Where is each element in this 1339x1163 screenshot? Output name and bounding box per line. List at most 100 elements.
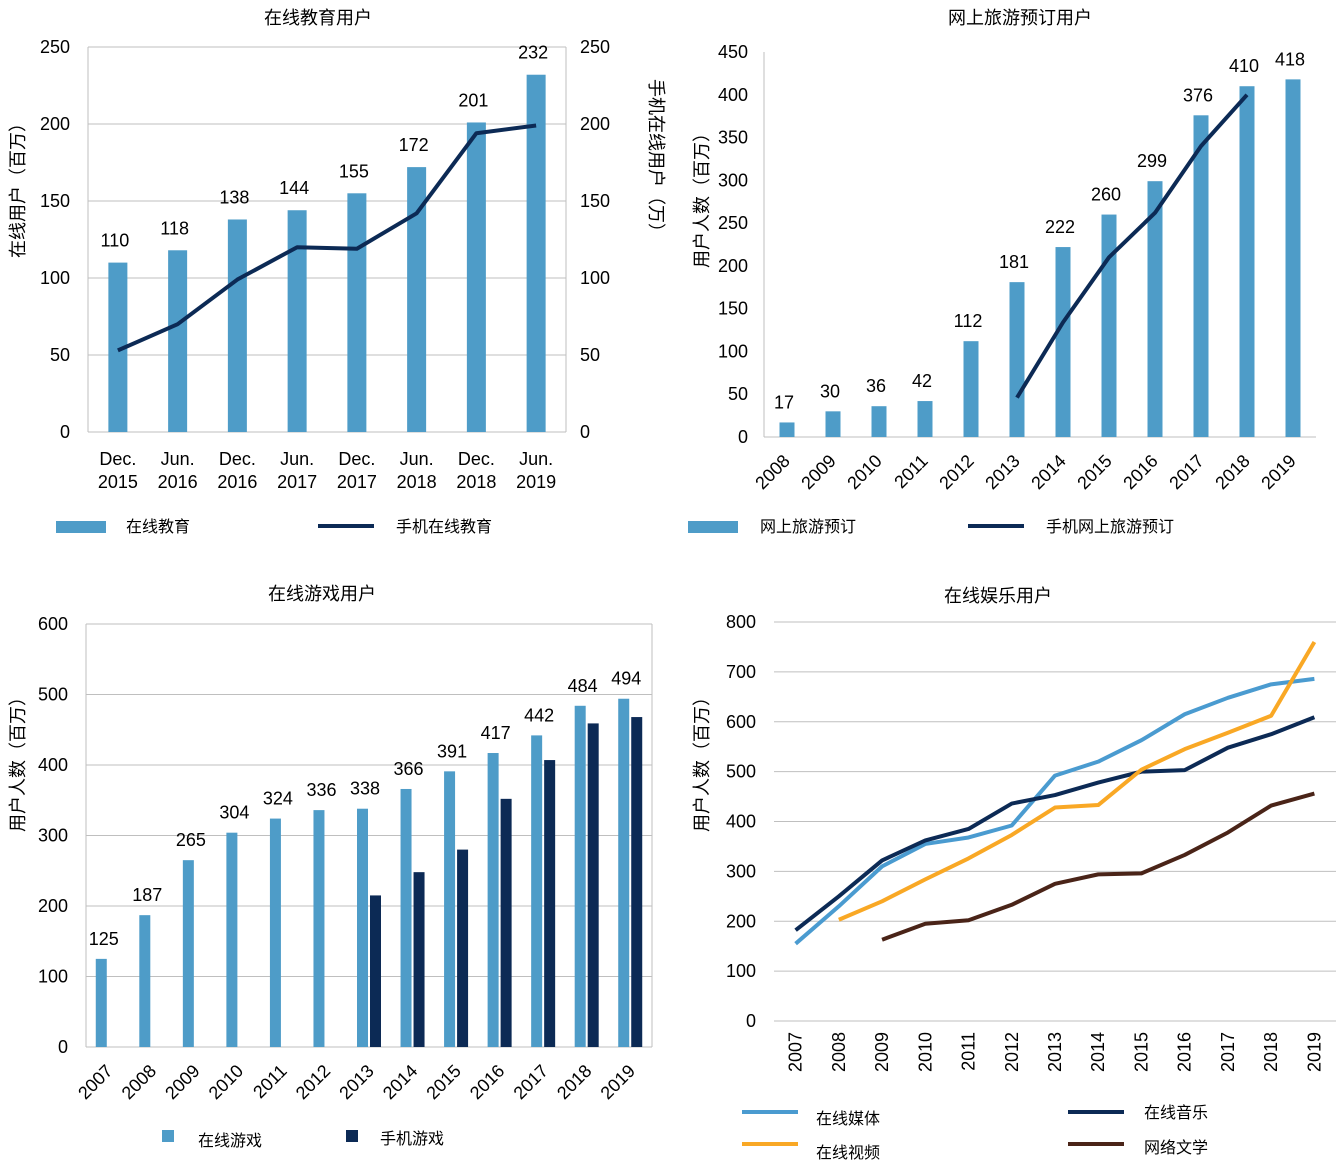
chart-education-plot: 0 50 100 150 200 250 0 50 100 150 200 250 110 118 138 1… xyxy=(40,37,610,492)
y-tick-label: 100 xyxy=(726,961,756,981)
y-tick-label: 200 xyxy=(38,896,68,916)
data-label: 418 xyxy=(1275,49,1305,69)
x-tick-label: 2015 xyxy=(1073,451,1115,493)
y-tick-label: 450 xyxy=(718,42,748,62)
x-tick-label: 2012 xyxy=(935,451,977,493)
data-label: 118 xyxy=(160,218,189,238)
y2-tick-label: 0 xyxy=(580,422,590,442)
y-tick-label: 300 xyxy=(726,861,756,881)
data-label: 138 xyxy=(219,187,249,207)
bar-travel xyxy=(1239,86,1255,437)
legend-label-mobile-travel: 手机网上旅游预订 xyxy=(1046,518,1174,536)
y-tick-label: 400 xyxy=(38,755,68,775)
x-tick-label: 2018 xyxy=(456,472,496,492)
bar-travel xyxy=(779,422,795,437)
line-mobile-travel xyxy=(1015,93,1249,399)
bar-travel xyxy=(825,411,841,437)
x-tick-label: Dec. xyxy=(99,449,136,469)
y-tick-label: 300 xyxy=(38,826,68,846)
legend-label-mobile-gaming: 手机游戏 xyxy=(380,1130,444,1148)
bar-gaming xyxy=(357,808,368,1047)
bar-travel xyxy=(1101,214,1117,437)
y-tick-label: 100 xyxy=(718,341,748,361)
bar-gaming xyxy=(444,771,456,1047)
x-tick-label: 2018 xyxy=(1211,451,1253,493)
bar-travel xyxy=(1009,282,1025,437)
y-tick-label: 250 xyxy=(718,213,748,233)
chart-education-y2label: 手机在线用户（万） xyxy=(646,79,666,241)
y-tick-label: 700 xyxy=(726,662,756,682)
bar-gaming xyxy=(269,818,281,1047)
data-label: 376 xyxy=(1183,85,1213,105)
x-tick-label: 2011 xyxy=(249,1061,291,1103)
y-tick-label: 0 xyxy=(746,1011,756,1031)
data-label: 155 xyxy=(339,161,369,181)
chart-gaming-title: 在线游戏用户 xyxy=(268,584,376,604)
line-series-2 xyxy=(838,640,1317,922)
bar-gaming xyxy=(400,788,412,1047)
chart-education-ylabel: 在线用户（百万） xyxy=(8,114,28,258)
data-label: 442 xyxy=(524,705,554,725)
x-tick-label: 2016 xyxy=(158,472,198,492)
bar-education xyxy=(287,210,307,432)
chart-education-legend: 在线教育 手机在线教育 xyxy=(56,518,492,536)
data-label: 366 xyxy=(394,759,424,779)
chart-education-title: 在线教育用户 xyxy=(264,8,372,28)
y-tick-label: 600 xyxy=(726,712,756,732)
data-label: 484 xyxy=(568,676,598,696)
y-tick-label: 200 xyxy=(718,256,748,276)
x-tick-label: 2019 xyxy=(1304,1032,1324,1072)
bar-mobile-gaming xyxy=(413,872,425,1047)
line-mobile-education xyxy=(117,123,537,353)
x-tick-label: 2015 xyxy=(1131,1032,1151,1072)
bar-gaming xyxy=(313,810,325,1047)
x-tick-label: Jun. xyxy=(400,449,434,469)
data-label: 304 xyxy=(219,803,249,823)
line-series-0 xyxy=(794,676,1315,946)
legend-swatch-mobile-gaming xyxy=(346,1130,358,1142)
x-tick-label: 2017 xyxy=(1218,1032,1238,1072)
y2-tick-label: 250 xyxy=(580,37,610,57)
x-tick-label: 2019 xyxy=(516,472,556,492)
bar-gaming xyxy=(95,958,107,1047)
x-tick-label: 2016 xyxy=(217,472,257,492)
y-tick-label: 150 xyxy=(718,299,748,319)
x-tick-label: 2016 xyxy=(1119,451,1161,493)
x-tick-label: 2014 xyxy=(1027,451,1069,493)
y-tick-label: 0 xyxy=(60,422,70,442)
y-tick-label: 100 xyxy=(40,268,70,288)
y-tick-label: 100 xyxy=(38,967,68,987)
data-label: 172 xyxy=(399,135,429,155)
bar-travel xyxy=(1055,247,1071,437)
bar-gaming xyxy=(531,735,543,1047)
legend-label-music: 在线音乐 xyxy=(1144,1104,1208,1122)
chart-entertainment-legend: 在线媒体 在线音乐 在线视频 网络文学 xyxy=(742,1104,1208,1162)
bar-education xyxy=(466,122,486,433)
x-tick-label: 2016 xyxy=(1175,1032,1195,1072)
data-label: 417 xyxy=(481,723,511,743)
bar-gaming xyxy=(574,705,586,1047)
data-label: 42 xyxy=(912,371,932,391)
legend-label-literature: 网络文学 xyxy=(1144,1138,1208,1157)
legend-label-travel: 网上旅游预订 xyxy=(760,518,856,536)
bar-education xyxy=(407,167,427,432)
bar-education xyxy=(168,250,188,432)
x-tick-label: 2011 xyxy=(959,1032,979,1071)
x-tick-label: 2015 xyxy=(422,1061,464,1103)
bar-mobile-gaming xyxy=(587,723,599,1047)
y-tick-label: 0 xyxy=(58,1037,68,1057)
y-tick-label: 250 xyxy=(40,37,70,57)
chart-entertainment-title: 在线娱乐用户 xyxy=(944,586,1052,606)
x-tick-label: 2010 xyxy=(843,451,885,493)
line-series-1 xyxy=(794,715,1316,932)
bar-education xyxy=(227,219,247,432)
data-label: 201 xyxy=(458,90,488,110)
chart-entertainment-ylabel: 用户人数（百万） xyxy=(692,688,712,832)
chart-gaming-legend: 在线游戏 手机游戏 xyxy=(162,1130,444,1150)
bar-mobile-gaming xyxy=(544,760,556,1047)
x-tick-label: 2015 xyxy=(98,472,138,492)
bar-education xyxy=(347,193,367,432)
data-label: 265 xyxy=(176,830,206,850)
x-tick-label: 2014 xyxy=(379,1061,421,1103)
y-tick-label: 50 xyxy=(50,345,70,365)
